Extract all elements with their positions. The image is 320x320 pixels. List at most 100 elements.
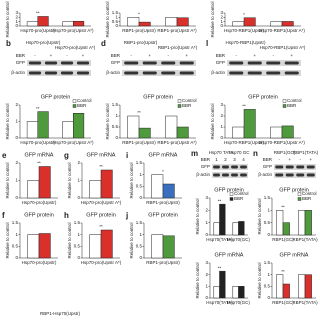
lane-label: -: [236, 53, 238, 58]
significance: **: [281, 269, 285, 274]
band: [284, 71, 299, 75]
y-axis-label: Relative to control: [210, 103, 215, 139]
band: [222, 165, 229, 169]
blot-strip: [227, 60, 301, 66]
lane-label: +: [82, 53, 85, 58]
band: [76, 61, 90, 65]
x-tick-label: RBP1(TATA): [292, 237, 318, 242]
band: [179, 61, 194, 65]
band: [306, 173, 315, 177]
y-tick-label: 1.5: [264, 260, 271, 265]
bar: [232, 126, 245, 139]
y-axis-label: Relative to control: [195, 198, 200, 234]
bar: [27, 180, 40, 199]
treatment-label: BBR: [263, 157, 273, 162]
bar: [165, 115, 178, 139]
y-tick-label: 0: [205, 295, 208, 300]
band: [296, 173, 305, 177]
band: [222, 173, 229, 177]
y-axis-label: Relative to control: [5, 1, 10, 37]
y-tick-label: 0: [267, 232, 270, 237]
lane-label: +: [148, 53, 151, 58]
bar: [165, 17, 178, 27]
blot-header: RBP1-pro(Upstr): [124, 40, 158, 45]
lane-label: -: [168, 53, 170, 58]
y-tick-label: 2: [220, 113, 223, 118]
band: [142, 61, 157, 65]
band: [285, 165, 294, 169]
bar: [213, 222, 220, 236]
band: [161, 61, 176, 65]
legend-label: Control: [234, 191, 249, 196]
x-tick-label: Hsp70(TATA): [206, 237, 233, 242]
y-tick-label: 0: [115, 135, 118, 140]
x-tick-label: Hsp70(GC): [227, 237, 250, 242]
band: [296, 165, 305, 169]
bar: [38, 166, 51, 199]
lane-label: 4: [242, 157, 245, 162]
y-tick-label: 3: [205, 260, 208, 265]
significance: **: [37, 161, 41, 166]
x-tick-label: Hsp70-pro(Upstr A*): [81, 200, 122, 205]
bar: [38, 233, 51, 259]
blot-strip: [122, 70, 196, 76]
bar: [62, 121, 74, 139]
blot-strip: [227, 70, 301, 76]
chart-title: GFP protein: [148, 212, 178, 218]
legend-swatch: [229, 192, 234, 196]
legend-swatch: [229, 197, 234, 201]
y-tick-label: 2: [205, 208, 208, 213]
bar: [176, 17, 189, 27]
bar: [219, 270, 226, 299]
lane-label: +: [288, 157, 291, 162]
band: [76, 71, 90, 75]
band: [161, 71, 176, 75]
bar: [62, 21, 74, 27]
significance: *: [162, 169, 164, 174]
bar: [243, 109, 256, 139]
lane-label: -: [66, 53, 68, 58]
band: [213, 165, 220, 169]
y-tick-label: 0: [77, 195, 80, 200]
bar: [162, 235, 175, 259]
bar: [213, 286, 220, 299]
panel-letter: e: [2, 151, 7, 160]
y-tick-label: 1.5: [136, 160, 143, 165]
y-tick-label: 1: [220, 19, 223, 24]
y-tick-label: 1: [15, 178, 18, 183]
chart-title: GFP mRNA: [87, 152, 116, 158]
x-tick-label: Hsp70-pro(Upstr A*): [81, 260, 122, 265]
y-axis-label: Relative to control: [129, 162, 134, 198]
legend-swatch: [72, 104, 77, 108]
panel-letter: b: [6, 39, 11, 48]
bar: [37, 111, 49, 139]
band: [247, 61, 262, 65]
lane-label: -: [273, 53, 275, 58]
y-tick-label: 0.5: [264, 220, 271, 225]
blot-header: RBP1(GC): [274, 150, 296, 155]
y-axis-label: Relative to control: [105, 103, 110, 139]
blot-header: RBP1(TATA): [293, 150, 319, 155]
significance: *: [243, 12, 245, 17]
y-axis-label: Relative to control: [195, 262, 200, 298]
significance: **: [218, 198, 222, 203]
significance: **: [99, 224, 103, 229]
blot-row-label: GFP: [111, 60, 120, 65]
y-tick-label: 1: [220, 124, 223, 129]
lane-label: +: [185, 53, 188, 58]
x-tick-label: Hsp70-pro(Upstr): [20, 140, 55, 145]
y-tick-label: 2: [205, 272, 208, 277]
panel-letter: j: [125, 211, 128, 220]
y-tick-label: 1.5: [12, 220, 19, 225]
x-tick-label: Hsp70-pro(Upstr): [20, 28, 55, 33]
blot-strip: [212, 172, 248, 178]
band: [142, 71, 157, 75]
y-tick-label: 0: [139, 195, 142, 200]
band: [266, 61, 281, 65]
y-tick-label: 2: [220, 15, 223, 20]
y-tick-label: 0.5: [112, 19, 119, 24]
y-tick-label: 0.5: [12, 244, 19, 249]
x-tick-label: Hsp70-RBP1(Upstr A*): [259, 140, 305, 145]
x-tick-label: Hsp70-pro(Upstr A*): [53, 28, 94, 33]
bar: [127, 115, 140, 139]
